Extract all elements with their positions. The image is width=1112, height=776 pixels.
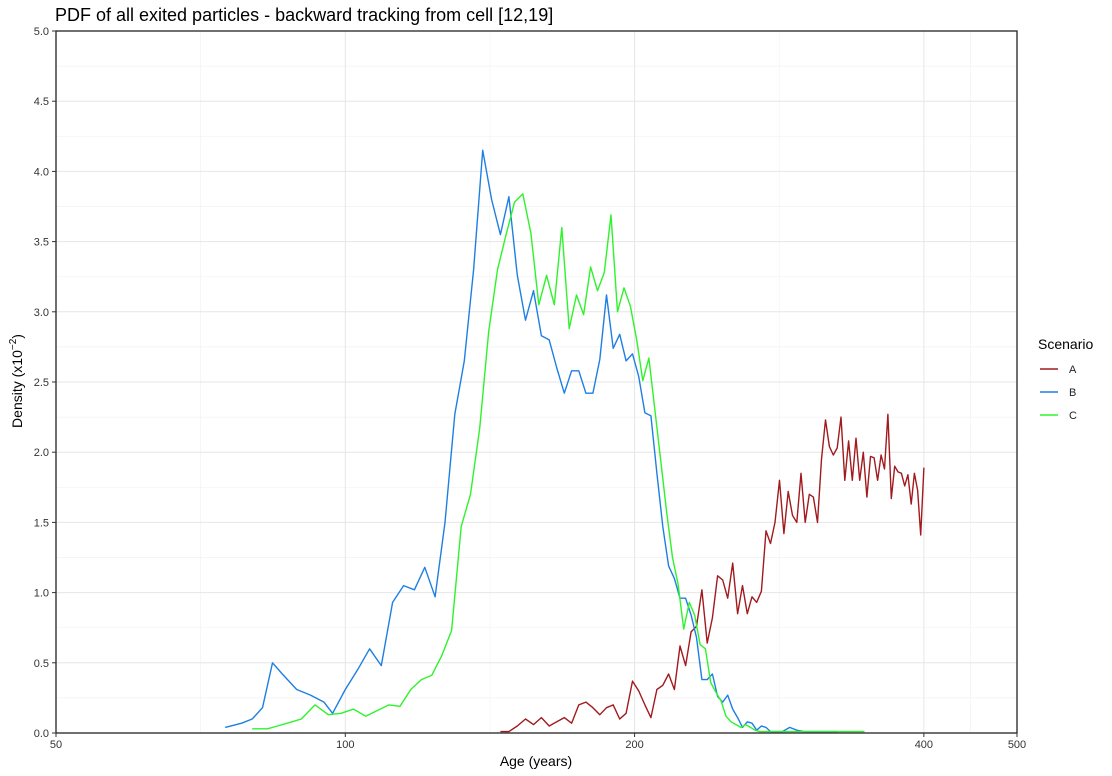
- y-axis-title-end: ): [9, 334, 25, 339]
- legend: Scenario ABC: [1038, 336, 1093, 422]
- chart-title: PDF of all exited particles - backward t…: [55, 5, 553, 25]
- grid: [55, 30, 1018, 734]
- y-tick-label: 0.0: [34, 728, 49, 740]
- x-tick-label: 200: [625, 739, 643, 751]
- series-line-c: [252, 193, 865, 733]
- y-axis-title: Density (x10−2): [8, 334, 25, 428]
- y-tick-label: 1.5: [34, 517, 49, 529]
- legend-label-b: B: [1069, 387, 1076, 399]
- x-tick-label: 50: [50, 739, 62, 751]
- y-tick-label: 3.0: [34, 307, 49, 319]
- x-axis-title: Age (years): [500, 753, 572, 769]
- legend-label-c: C: [1069, 410, 1077, 422]
- series-line-a: [500, 413, 925, 733]
- y-axis-title-main: Density (x10: [9, 350, 25, 428]
- y-tick-label: 4.5: [34, 96, 49, 108]
- series-lines: [225, 149, 925, 733]
- y-axis: 0.0 0.5 1.0 1.5 2.0 2.5 3.0 3.5 4.0 4.5 5.0: [34, 26, 56, 740]
- y-tick-label: 5.0: [34, 26, 49, 38]
- y-tick-label: 3.5: [34, 237, 49, 249]
- y-axis-title-exponent: −2: [8, 338, 19, 350]
- legend-title: Scenario: [1038, 336, 1093, 352]
- y-tick-label: 2.0: [34, 447, 49, 459]
- y-tick-label: 0.5: [34, 658, 49, 670]
- x-tick-label: 100: [336, 739, 354, 751]
- y-tick-label: 1.0: [34, 588, 49, 600]
- legend-label-a: A: [1069, 364, 1077, 376]
- y-tick-label: 4.0: [34, 166, 49, 178]
- x-tick-label: 400: [915, 739, 933, 751]
- x-tick-label: 500: [1008, 739, 1026, 751]
- series-line-b: [225, 149, 838, 733]
- y-tick-label: 2.5: [34, 377, 49, 389]
- x-axis: 50 100 200 400 500: [50, 733, 1026, 751]
